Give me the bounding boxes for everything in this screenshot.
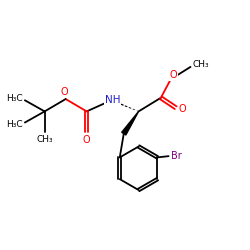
Text: O: O [83, 135, 90, 145]
Text: NH: NH [105, 95, 120, 105]
Text: O: O [178, 104, 186, 114]
Text: H₃C: H₃C [6, 94, 23, 103]
Text: O: O [170, 70, 177, 80]
Text: CH₃: CH₃ [192, 60, 209, 69]
Polygon shape [122, 112, 138, 135]
Text: H₃C: H₃C [6, 120, 23, 129]
Text: O: O [60, 87, 68, 97]
Text: CH₃: CH₃ [37, 135, 54, 144]
Text: Br: Br [171, 151, 182, 161]
